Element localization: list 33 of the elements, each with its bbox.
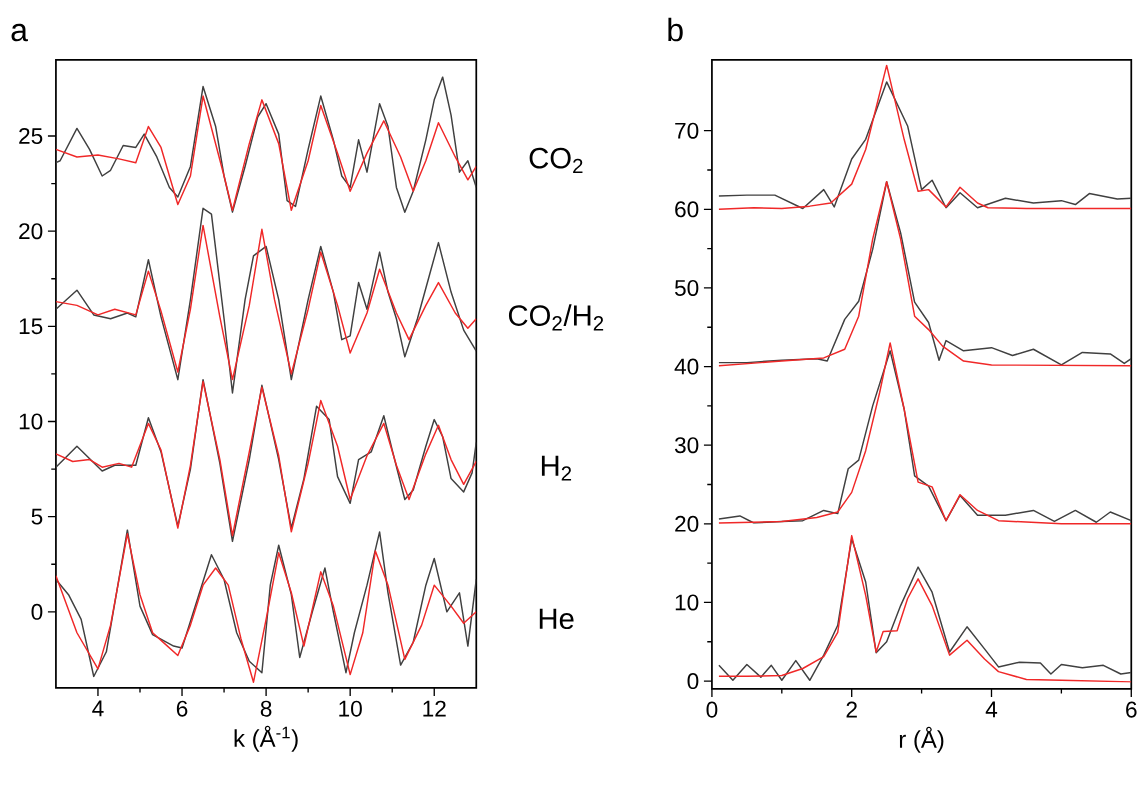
y-tick-label: 0 <box>31 603 43 620</box>
y-tick-label: 15 <box>19 318 43 335</box>
text: H$_{2}$ <box>541 455 572 481</box>
x-tick-label: 12 <box>423 700 446 717</box>
x-axis-title: k (Å$^{-1}$) <box>234 725 298 752</box>
x-tick-label: 6 <box>176 700 188 717</box>
x-tick-label: 10 <box>339 700 362 717</box>
chart-title: a <box>11 23 28 42</box>
x-tick-label: 0 <box>706 701 718 718</box>
y-tick-label: 60 <box>675 201 699 218</box>
text: CO$_{2}$/H$_{2}$ <box>508 304 604 331</box>
y-tick-label: 30 <box>674 437 699 454</box>
x-tick-label: 6 <box>1126 701 1137 718</box>
y-tick-label: 10 <box>675 594 699 611</box>
x-tick-label: 8 <box>260 700 272 717</box>
y-tick-label: 5 <box>31 508 43 525</box>
y-tick-label: 10 <box>19 413 43 430</box>
y-tick-label: 50 <box>674 280 699 297</box>
y-tick-label: 40 <box>674 358 699 375</box>
text: CO$_{2}$ <box>529 147 583 174</box>
y-tick-label: 25 <box>19 128 43 145</box>
x-tick-label: 4 <box>985 701 998 718</box>
text: He <box>539 608 574 630</box>
line-series <box>55 224 477 381</box>
line-series <box>55 207 477 394</box>
x-tick-label: 2 <box>846 701 857 718</box>
y-tick-label: 20 <box>19 223 43 240</box>
x-axis-title: r (Å) <box>899 726 944 753</box>
y-tick-label: 0 <box>687 673 699 690</box>
chart-title: b <box>668 17 683 42</box>
y-tick-label: 20 <box>675 515 699 532</box>
x-tick-label: 4 <box>92 700 104 717</box>
y-tick-label: 70 <box>675 122 699 139</box>
